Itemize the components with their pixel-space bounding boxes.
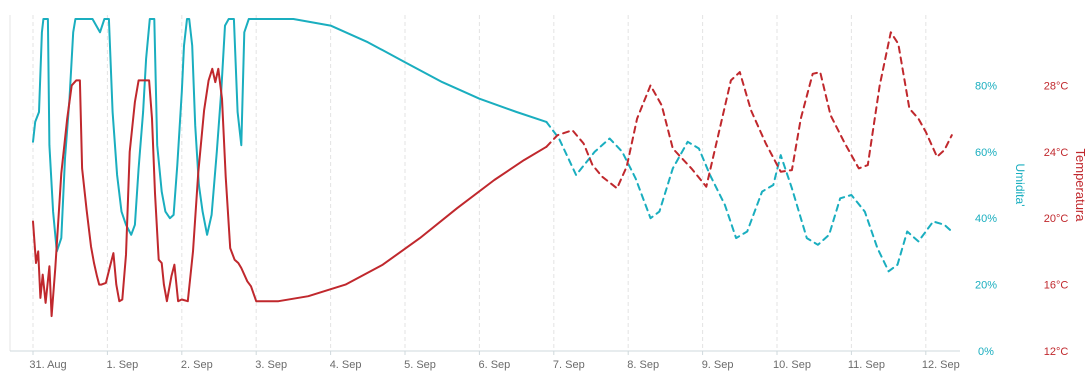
humidity-tick-label: 40% xyxy=(975,213,997,225)
axes: 31. Aug 1. Sep 2. Sep 3. Sep 4. Sep 5. Sep 6. … xyxy=(9,15,1085,371)
temperature-axis-title: Temperatura xyxy=(1073,149,1085,223)
humidity-series-dashed xyxy=(545,120,953,273)
x-tick-label: 11. Sep xyxy=(848,359,885,371)
x-tick-label: 31. Aug xyxy=(29,359,66,371)
x-tick-label: 12. Sep xyxy=(922,359,960,371)
x-tick-label: 10. Sep xyxy=(773,359,811,371)
x-tick-label: 9. Sep xyxy=(702,359,734,371)
x-tick-label: 5. Sep xyxy=(404,359,436,371)
humidity-tick-label: 0% xyxy=(978,346,994,358)
temperature-tick-label: 24°C xyxy=(1044,147,1069,159)
x-tick-label: 1. Sep xyxy=(106,359,138,371)
temperature-tick-label: 16°C xyxy=(1044,280,1069,292)
humidity-series-solid xyxy=(32,18,548,253)
x-tick-label: 8. Sep xyxy=(627,359,659,371)
x-tick-label: 7. Sep xyxy=(553,359,585,371)
x-tick-label: 3. Sep xyxy=(255,359,287,371)
temperature-tick-label: 12°C xyxy=(1044,346,1069,358)
humidity-tick-label: 60% xyxy=(975,147,997,159)
temperature-tick-label: 28°C xyxy=(1044,80,1069,92)
temperature-series-dashed xyxy=(545,31,953,190)
humidity-axis-title: Umidita' xyxy=(1013,164,1027,207)
x-tick-label: 2. Sep xyxy=(181,359,213,371)
series-lines xyxy=(32,18,953,318)
temperature-tick-label: 20°C xyxy=(1044,213,1069,225)
x-tick-label: 4. Sep xyxy=(330,359,362,371)
humidity-tick-label: 20% xyxy=(975,280,997,292)
temperature-series-solid xyxy=(32,67,548,318)
x-tick-label: 6. Sep xyxy=(478,359,510,371)
humidity-tick-label: 80% xyxy=(975,80,997,92)
